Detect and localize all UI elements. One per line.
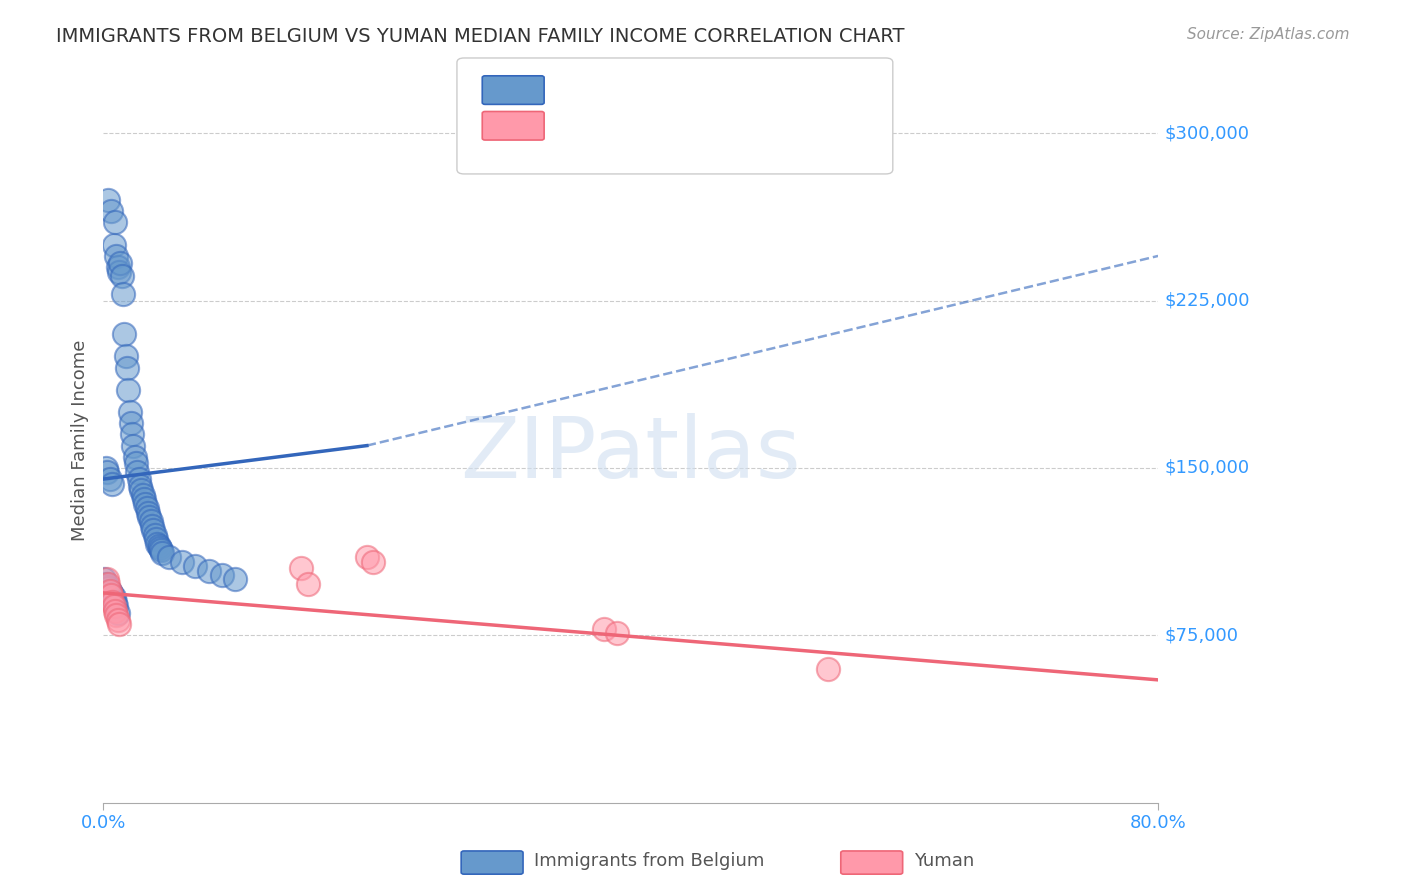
- Immigrants from Belgium: [148, 539, 170, 553]
- Immigrants from Belgium: [101, 588, 124, 602]
- Immigrants from Belgium: [128, 472, 150, 486]
- Immigrants from Belgium: [94, 461, 117, 475]
- Yuman: [606, 626, 628, 640]
- Immigrants from Belgium: [139, 515, 162, 529]
- Immigrants from Belgium: [211, 568, 233, 582]
- Immigrants from Belgium: [131, 483, 153, 498]
- Immigrants from Belgium: [150, 543, 173, 558]
- Text: R = -0.643: R = -0.643: [555, 116, 652, 134]
- Immigrants from Belgium: [114, 349, 136, 363]
- Immigrants from Belgium: [96, 579, 118, 593]
- Text: $75,000: $75,000: [1164, 626, 1239, 644]
- Immigrants from Belgium: [104, 595, 127, 609]
- Immigrants from Belgium: [117, 383, 139, 397]
- Yuman: [103, 599, 125, 614]
- Immigrants from Belgium: [131, 488, 153, 502]
- Text: $225,000: $225,000: [1164, 292, 1250, 310]
- Immigrants from Belgium: [97, 582, 120, 596]
- Immigrants from Belgium: [136, 506, 159, 520]
- Immigrants from Belgium: [132, 492, 155, 507]
- Text: Immigrants from Belgium: Immigrants from Belgium: [534, 852, 765, 870]
- Immigrants from Belgium: [104, 215, 127, 229]
- Immigrants from Belgium: [143, 528, 166, 542]
- Yuman: [100, 588, 122, 602]
- Yuman: [98, 583, 121, 598]
- Yuman: [290, 561, 312, 575]
- Immigrants from Belgium: [142, 524, 165, 538]
- Immigrants from Belgium: [100, 586, 122, 600]
- Yuman: [297, 577, 319, 591]
- Y-axis label: Median Family Income: Median Family Income: [72, 339, 89, 541]
- Immigrants from Belgium: [129, 479, 152, 493]
- Immigrants from Belgium: [101, 476, 124, 491]
- Immigrants from Belgium: [122, 439, 145, 453]
- Immigrants from Belgium: [152, 546, 174, 560]
- Immigrants from Belgium: [98, 472, 121, 486]
- Immigrants from Belgium: [97, 193, 120, 207]
- Immigrants from Belgium: [100, 204, 122, 219]
- Immigrants from Belgium: [105, 599, 128, 614]
- Immigrants from Belgium: [184, 559, 207, 574]
- Text: N = 61: N = 61: [738, 80, 800, 98]
- Yuman: [356, 550, 378, 565]
- Yuman: [101, 595, 124, 609]
- Yuman: [97, 577, 120, 591]
- Text: ZIPatlas: ZIPatlas: [460, 413, 801, 496]
- Immigrants from Belgium: [141, 519, 163, 533]
- Immigrants from Belgium: [120, 417, 142, 431]
- Text: $300,000: $300,000: [1164, 124, 1250, 142]
- Immigrants from Belgium: [145, 533, 167, 547]
- Immigrants from Belgium: [96, 466, 118, 480]
- Immigrants from Belgium: [107, 260, 129, 274]
- Immigrants from Belgium: [149, 541, 172, 556]
- Immigrants from Belgium: [135, 501, 157, 516]
- Yuman: [108, 617, 131, 632]
- Immigrants from Belgium: [172, 555, 194, 569]
- Immigrants from Belgium: [103, 237, 125, 252]
- Yuman: [104, 604, 127, 618]
- Immigrants from Belgium: [146, 537, 169, 551]
- Immigrants from Belgium: [124, 450, 146, 464]
- Immigrants from Belgium: [105, 249, 128, 263]
- Text: Source: ZipAtlas.com: Source: ZipAtlas.com: [1187, 27, 1350, 42]
- Yuman: [593, 622, 616, 636]
- Immigrants from Belgium: [134, 497, 156, 511]
- Immigrants from Belgium: [121, 427, 143, 442]
- Immigrants from Belgium: [125, 457, 148, 471]
- Immigrants from Belgium: [110, 255, 132, 269]
- Immigrants from Belgium: [108, 264, 131, 278]
- Immigrants from Belgium: [111, 286, 134, 301]
- Immigrants from Belgium: [98, 583, 121, 598]
- Immigrants from Belgium: [115, 360, 138, 375]
- Immigrants from Belgium: [127, 466, 149, 480]
- Yuman: [96, 573, 118, 587]
- Immigrants from Belgium: [103, 591, 125, 605]
- Immigrants from Belgium: [112, 326, 135, 341]
- Yuman: [817, 662, 839, 676]
- Immigrants from Belgium: [118, 405, 141, 419]
- Immigrants from Belgium: [110, 268, 132, 283]
- Text: Yuman: Yuman: [914, 852, 974, 870]
- Immigrants from Belgium: [224, 573, 246, 587]
- Yuman: [107, 613, 129, 627]
- Text: $150,000: $150,000: [1164, 458, 1250, 477]
- Immigrants from Belgium: [107, 606, 129, 620]
- Text: N = 17: N = 17: [738, 116, 800, 134]
- Immigrants from Belgium: [157, 550, 180, 565]
- Yuman: [363, 555, 385, 569]
- Text: IMMIGRANTS FROM BELGIUM VS YUMAN MEDIAN FAMILY INCOME CORRELATION CHART: IMMIGRANTS FROM BELGIUM VS YUMAN MEDIAN …: [56, 27, 904, 45]
- Immigrants from Belgium: [93, 573, 115, 587]
- Immigrants from Belgium: [197, 564, 219, 578]
- Immigrants from Belgium: [138, 510, 160, 524]
- Yuman: [105, 608, 128, 623]
- Immigrants from Belgium: [94, 577, 117, 591]
- Text: R =  0.053: R = 0.053: [555, 80, 652, 98]
